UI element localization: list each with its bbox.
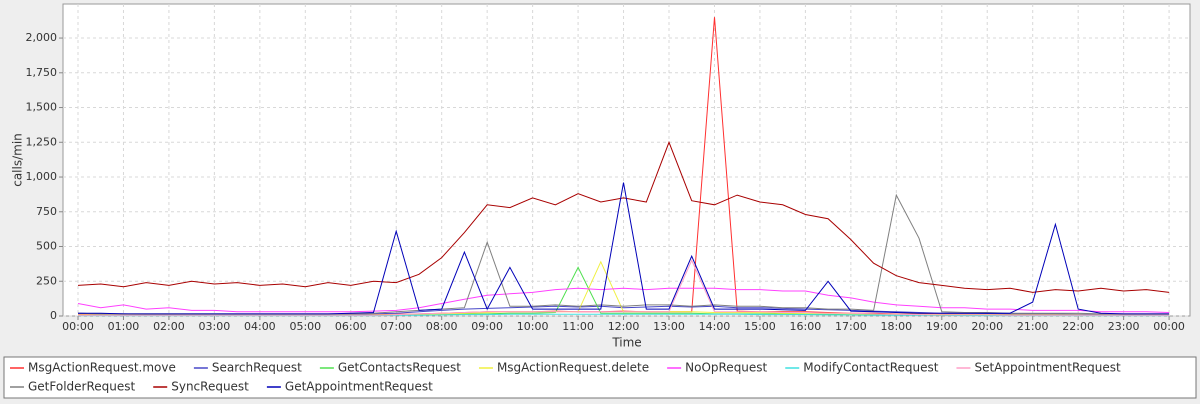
legend-label: GetAppointmentRequest [285,380,433,394]
y-tick-label: 1,500 [26,101,58,114]
legend-label: SetAppointmentRequest [974,361,1121,375]
y-axis-label: calls/min [11,133,25,187]
x-tick-label: 16:00 [790,320,822,333]
x-tick-label: 05:00 [289,320,321,333]
legend-label: MsgActionRequest.delete [497,361,649,375]
x-tick-label: 02:00 [153,320,185,333]
x-tick-label: 23:00 [1108,320,1140,333]
y-tick-label: 750 [36,205,57,218]
x-tick-label: 06:00 [335,320,367,333]
y-tick-label: 500 [36,240,57,253]
x-tick-label: 09:00 [471,320,503,333]
x-tick-label: 14:00 [699,320,731,333]
x-tick-label: 13:00 [653,320,685,333]
y-tick-label: 2,000 [26,31,58,44]
y-tick-label: 1,750 [26,66,58,79]
legend-label: ModifyContactRequest [803,361,938,375]
x-tick-label: 21:00 [1017,320,1049,333]
legend-label: SearchRequest [212,361,302,375]
x-tick-label: 22:00 [1062,320,1094,333]
y-tick-label: 0 [50,309,57,322]
legend-label: MsgActionRequest.move [28,361,176,375]
series-line [77,140,1170,293]
y-tick-label: 1,000 [26,170,58,183]
x-tick-label: 19:00 [926,320,958,333]
series-line [78,182,1170,315]
x-tick-label: 04:00 [244,320,276,333]
x-tick-label: 10:00 [517,320,549,333]
plot-area [62,3,1191,317]
legend-label: GetContactsRequest [338,361,461,375]
legend-label: NoOpRequest [685,361,767,375]
x-tick-label: 03:00 [199,320,231,333]
x-tick-label: 15:00 [744,320,776,333]
y-tick-label: 250 [36,274,57,287]
x-tick-label: 08:00 [426,320,458,333]
x-tick-label: 18:00 [880,320,912,333]
series-line [78,259,1170,316]
x-tick-label: 12:00 [608,320,640,333]
legend-label: GetFolderRequest [28,380,136,394]
x-tick-label: 07:00 [380,320,412,333]
x-tick-label: 00:00 [1153,320,1185,333]
legend [3,356,1197,399]
x-tick-label: 17:00 [835,320,867,333]
x-tick-label: 00:00 [62,320,94,333]
x-tick-label: 01:00 [108,320,140,333]
legend-label: SyncRequest [171,380,249,394]
x-axis-label: Time [611,336,641,350]
series-line [77,287,1170,313]
x-tick-label: 11:00 [562,320,594,333]
y-tick-label: 1,250 [26,135,58,148]
x-tick-label: 20:00 [971,320,1003,333]
